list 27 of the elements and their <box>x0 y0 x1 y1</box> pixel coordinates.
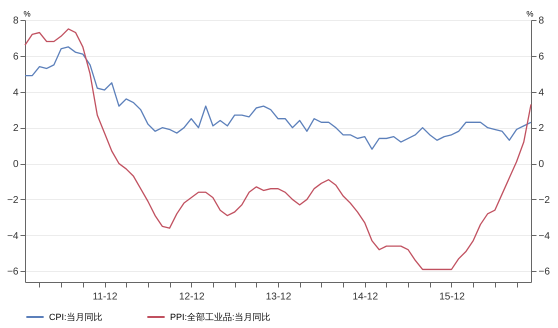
y2-tick-label: −4 <box>538 230 550 242</box>
y-tick-label: −4 <box>7 230 19 242</box>
x-tick-label: 13-12 <box>266 292 292 302</box>
x-tick-label: 11-12 <box>92 292 118 302</box>
y2-tick-label: −2 <box>538 194 550 206</box>
y-tick-label: 8 <box>12 16 19 26</box>
legend-label: PPI:全部工业品:当月同比 <box>170 312 271 322</box>
x-tick-label: 14-12 <box>352 292 378 302</box>
y2-tick-label: 4 <box>538 87 544 98</box>
y-tick-label: 4 <box>12 87 19 98</box>
y-tick-label: −2 <box>7 194 19 206</box>
y2-tick-label: 6 <box>538 51 544 62</box>
y2-tick-label: 2 <box>538 123 544 134</box>
x-tick-label: 12-12 <box>178 292 205 302</box>
y2-tick-label: 8 <box>538 16 544 26</box>
y-axis-title: % <box>24 10 31 18</box>
y-tick-label: 6 <box>12 51 19 62</box>
y2-tick-label: −6 <box>538 266 550 278</box>
line-series <box>24 46 532 150</box>
y2-tick-label: 0 <box>538 159 544 170</box>
x-tick-label: 15-12 <box>439 292 466 302</box>
y2-axis-title: % <box>526 10 534 18</box>
line-series <box>24 28 532 270</box>
y-tick-label: 2 <box>12 123 19 134</box>
y-tick-label: 0 <box>12 159 19 170</box>
legend-label: CPI:当月同比 <box>49 312 103 322</box>
y-tick-label: −6 <box>7 266 19 278</box>
